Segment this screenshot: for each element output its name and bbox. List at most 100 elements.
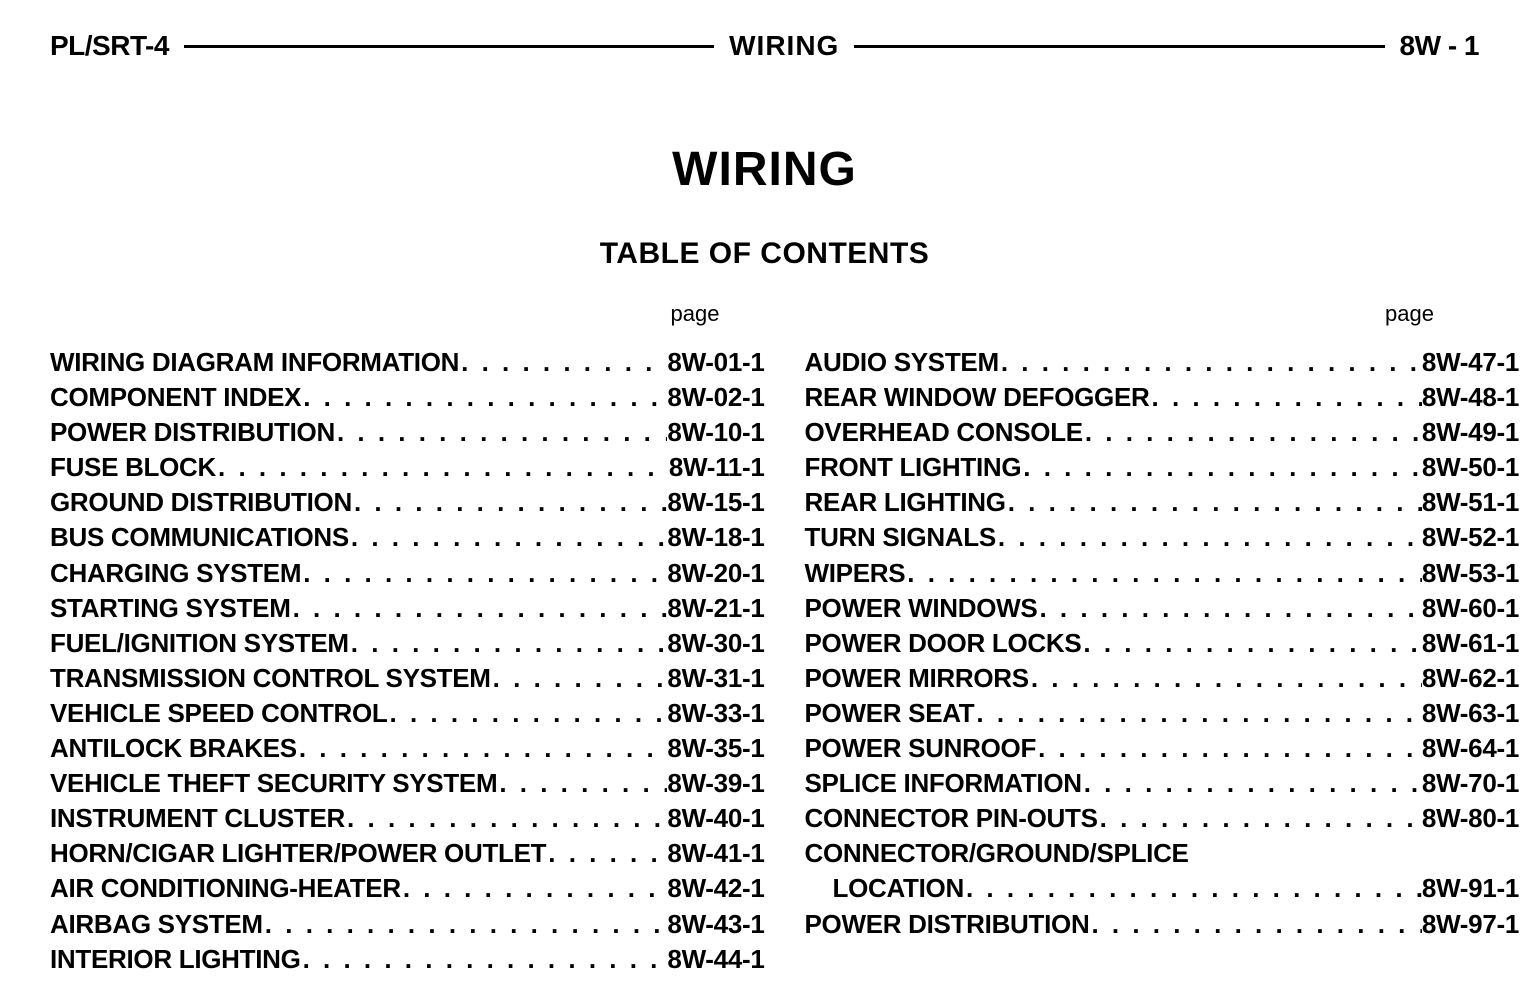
toc-label: CONNECTOR PIN-OUTS — [805, 801, 1098, 836]
toc-label: COMPONENT INDEX — [50, 380, 301, 415]
toc-row: POWER DOOR LOCKS 8W-61-1 — [805, 626, 1520, 661]
toc-row: CONNECTOR PIN-OUTS8W-80-1 — [805, 801, 1520, 836]
toc-label: AIRBAG SYSTEM — [50, 907, 263, 942]
toc-dots — [1037, 591, 1421, 626]
toc-page: 8W-42-1 — [667, 871, 764, 906]
toc-page: 8W-11-1 — [669, 450, 765, 485]
toc-page: 8W-20-1 — [667, 556, 764, 591]
toc-row: REAR LIGHTING 8W-51-1 — [805, 485, 1520, 520]
toc-dots — [974, 696, 1422, 731]
toc-dots — [1006, 485, 1422, 520]
toc-page: 8W-39-1 — [667, 766, 764, 801]
toc-page: 8W-70-1 — [1422, 766, 1519, 801]
toc-label: VEHICLE THEFT SECURITY SYSTEM — [50, 766, 497, 801]
toc-label: POWER SUNROOF — [805, 731, 1037, 766]
toc-page: 8W-41-1 — [667, 836, 764, 871]
toc-dots — [297, 731, 668, 766]
toc-page: 8W-49-1 — [1422, 415, 1519, 450]
toc-row: REAR WINDOW DEFOGGER8W-48-1 — [805, 380, 1520, 415]
toc-dots — [1029, 661, 1422, 696]
toc-dots — [905, 556, 1422, 591]
toc-row: TRANSMISSION CONTROL SYSTEM8W-31-1 — [50, 661, 765, 696]
toc-page: 8W-61-1 — [1422, 626, 1519, 661]
toc-label: TRANSMISSION CONTROL SYSTEM — [50, 661, 491, 696]
toc-label: LOCATION — [805, 871, 964, 906]
toc-row: VEHICLE SPEED CONTROL8W-33-1 — [50, 696, 765, 731]
toc-row: STARTING SYSTEM 8W-21-1 — [50, 591, 765, 626]
toc-row: POWER WINDOWS8W-60-1 — [805, 591, 1520, 626]
toc-row: WIPERS8W-53-1 — [805, 556, 1520, 591]
toc-dots — [1082, 766, 1422, 801]
toc-row: BUS COMMUNICATIONS8W-18-1 — [50, 520, 765, 555]
toc-page: 8W-97-1 — [1422, 907, 1519, 942]
toc-page: 8W-40-1 — [667, 801, 764, 836]
toc-row: POWER SUNROOF 8W-64-1 — [805, 731, 1520, 766]
toc-dots — [497, 766, 667, 801]
toc-row: POWER DISTRIBUTION8W-97-1 — [805, 907, 1520, 942]
toc-row: POWER DISTRIBUTION8W-10-1 — [50, 415, 765, 450]
toc-label: REAR WINDOW DEFOGGER — [805, 380, 1150, 415]
toc-page: 8W-63-1 — [1422, 696, 1519, 731]
toc-dots — [291, 591, 668, 626]
toc-page: 8W-21-1 — [667, 591, 764, 626]
toc-dots — [1083, 415, 1422, 450]
page-label-row: page page — [50, 301, 1479, 327]
toc-row: CONNECTOR/GROUND/SPLICE — [805, 836, 1520, 871]
toc-dots — [459, 345, 667, 380]
toc-dots — [999, 345, 1422, 380]
toc-row: CHARGING SYSTEM 8W-20-1 — [50, 556, 765, 591]
toc-row: FUEL/IGNITION SYSTEM8W-30-1 — [50, 626, 765, 661]
toc-page: 8W-91-1 — [1422, 871, 1519, 906]
toc-dots — [1021, 450, 1422, 485]
toc-label: BUS COMMUNICATIONS — [50, 520, 349, 555]
toc-page: 8W-51-1 — [1422, 485, 1519, 520]
toc-row: POWER MIRRORS 8W-62-1 — [805, 661, 1520, 696]
header-rule-right — [854, 45, 1384, 48]
toc-label: FUSE BLOCK — [50, 450, 216, 485]
header-pagecode: 8W - 1 — [1400, 30, 1479, 62]
toc-label: REAR LIGHTING — [805, 485, 1006, 520]
toc-row: ANTILOCK BRAKES8W-35-1 — [50, 731, 765, 766]
toc-page: 8W-50-1 — [1422, 450, 1519, 485]
toc-label: STARTING SYSTEM — [50, 591, 291, 626]
toc-page: 8W-43-1 — [667, 907, 764, 942]
page-header: PL/SRT-4 WIRING 8W - 1 — [50, 30, 1479, 62]
toc-dots — [349, 520, 668, 555]
toc-page: 8W-10-1 — [667, 415, 764, 450]
toc-dots — [335, 415, 667, 450]
toc-row: GROUND DISTRIBUTION8W-15-1 — [50, 485, 765, 520]
toc-dots — [349, 626, 668, 661]
toc-label: POWER SEAT — [805, 696, 975, 731]
toc-row: POWER SEAT 8W-63-1 — [805, 696, 1520, 731]
toc-label: FRONT LIGHTING — [805, 450, 1022, 485]
toc-dots — [1081, 626, 1422, 661]
page-label-left: page — [50, 301, 765, 327]
toc-dots — [546, 836, 667, 871]
toc-label: OVERHEAD CONSOLE — [805, 415, 1083, 450]
toc-label: POWER MIRRORS — [805, 661, 1029, 696]
header-rule-left — [184, 45, 714, 48]
toc-label: INSTRUMENT CLUSTER — [50, 801, 345, 836]
toc-page: 8W-60-1 — [1422, 591, 1519, 626]
toc-page: 8W-62-1 — [1422, 661, 1519, 696]
toc-page: 8W-01-1 — [667, 345, 764, 380]
toc-row: WIRING DIAGRAM INFORMATION8W-01-1 — [50, 345, 765, 380]
toc-row: INSTRUMENT CLUSTER 8W-40-1 — [50, 801, 765, 836]
toc-row: OVERHEAD CONSOLE 8W-49-1 — [805, 415, 1520, 450]
toc-row: AIRBAG SYSTEM 8W-43-1 — [50, 907, 765, 942]
toc-label: GROUND DISTRIBUTION — [50, 485, 352, 520]
toc-page: 8W-64-1 — [1422, 731, 1519, 766]
toc-label: POWER DOOR LOCKS — [805, 626, 1082, 661]
toc-dots — [1036, 731, 1422, 766]
toc-dots — [401, 871, 668, 906]
toc-page: 8W-35-1 — [667, 731, 764, 766]
toc-page: 8W-52-1 — [1422, 520, 1519, 555]
toc-row: VEHICLE THEFT SECURITY SYSTEM 8W-39-1 — [50, 766, 765, 801]
toc-dots — [491, 661, 668, 696]
toc-page: 8W-33-1 — [667, 696, 764, 731]
toc-label: HORN/CIGAR LIGHTER/POWER OUTLET — [50, 836, 546, 871]
toc-page: 8W-53-1 — [1422, 556, 1519, 591]
toc-label: AUDIO SYSTEM — [805, 345, 999, 380]
toc-dots — [996, 520, 1422, 555]
toc-label: CHARGING SYSTEM — [50, 556, 301, 591]
